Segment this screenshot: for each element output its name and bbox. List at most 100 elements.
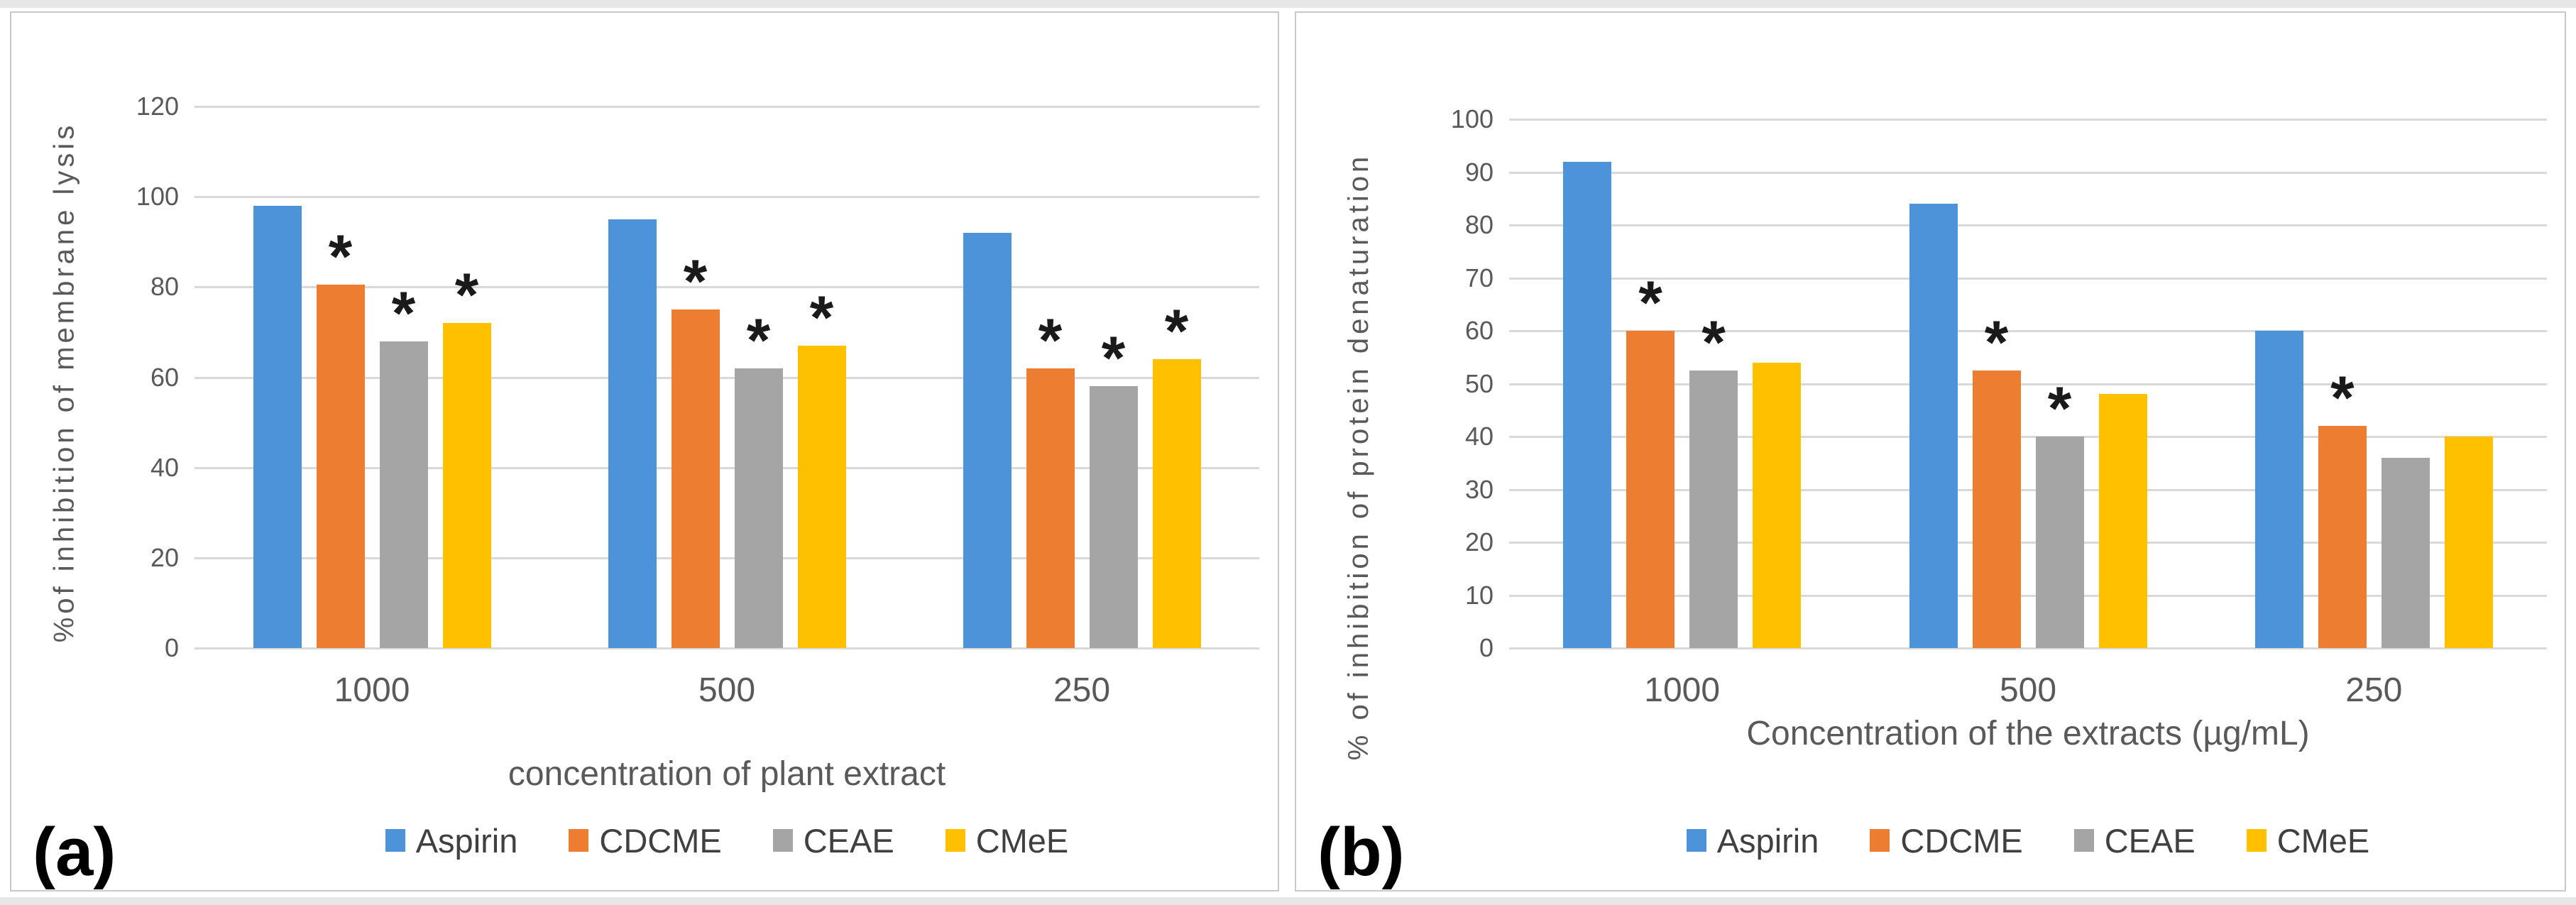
bar-ceae (2035, 437, 2084, 648)
significance-star: * (1164, 297, 1189, 366)
significance-star: * (809, 283, 834, 352)
bar-ceae (1089, 386, 1138, 648)
bar-cmee (442, 323, 491, 648)
legend-swatch-cmee (2246, 829, 2267, 852)
x-category-label: 1000 (334, 671, 410, 709)
bar-cdcme (2318, 426, 2367, 648)
legend-item: CDCME (1870, 821, 2023, 860)
page-bottom-edge (0, 897, 2576, 905)
bar-cdcme (671, 309, 720, 648)
legend-label: CEAE (803, 821, 894, 860)
y-tick-label: 100 (136, 182, 179, 212)
bar-ceae (734, 368, 783, 648)
gridline (194, 466, 1259, 469)
gridline (1509, 119, 2547, 121)
y-axis-title-container: %of inhibition of membrane lysis (33, 98, 97, 666)
significance-star: * (328, 223, 353, 292)
significance-star: * (391, 279, 416, 348)
y-axis-title: %of inhibition of membrane lysis (48, 121, 80, 642)
legend-swatch-cmee (945, 829, 965, 852)
legend-swatch-cdcme (569, 829, 589, 852)
significance-star: * (454, 261, 479, 330)
y-tick-label: 40 (1464, 422, 1493, 451)
gridline (1509, 277, 2547, 280)
gridline (1509, 647, 2547, 649)
legend-item: CDCME (569, 821, 722, 860)
legend-swatch-cdcme (1870, 829, 1890, 852)
bar-cmee (1753, 362, 1802, 648)
bar-aspirin (253, 205, 302, 648)
y-tick-label: 30 (1464, 474, 1493, 504)
x-axis-title: Concentration of the extracts (µg/mL) (1746, 715, 2310, 752)
significance-star: * (683, 248, 708, 317)
y-tick-label: 70 (1464, 263, 1493, 292)
significance-star: * (1984, 308, 2009, 377)
legend-swatch-ceae (772, 829, 793, 852)
bar-cdcme (1972, 370, 2021, 648)
legend: Aspirin CDCME CEAE CMeE (194, 812, 1259, 869)
chart-panel-b: % of inhibition of protein denaturation … (1295, 11, 2566, 892)
y-tick-label: 90 (1464, 157, 1493, 187)
x-category-label: 250 (2345, 671, 2403, 709)
y-tick-label: 50 (1464, 368, 1493, 398)
gridline (1509, 224, 2547, 226)
gridline (1509, 330, 2547, 332)
significance-star: * (1038, 306, 1063, 375)
y-tick-label: 60 (150, 362, 179, 392)
significance-star: * (2330, 364, 2355, 433)
gridline (194, 196, 1259, 199)
y-tick-label: 80 (1464, 210, 1493, 239)
y-tick-label: 40 (150, 452, 179, 482)
page-top-edge (0, 0, 2576, 8)
gridline (1509, 436, 2547, 438)
y-tick-label: 120 (136, 92, 179, 121)
legend: Aspirin CDCME CEAE CMeE (1509, 812, 2547, 869)
bar-cdcme (1026, 368, 1075, 648)
legend-label: CMeE (2276, 821, 2370, 860)
bar-cdcme (1626, 331, 1675, 648)
legend-item: Aspirin (1686, 821, 1819, 860)
panel-label: (a) (33, 814, 116, 890)
legend-label: Aspirin (1716, 821, 1819, 860)
legend-item: CEAE (2073, 821, 2196, 860)
gridline (1509, 488, 2547, 491)
y-tick-label: 100 (1450, 104, 1493, 133)
gridline (194, 286, 1259, 289)
gridline (1509, 594, 2547, 597)
x-category-label: 500 (1999, 671, 2057, 709)
legend-item: CEAE (772, 821, 894, 860)
gridline (1509, 542, 2547, 544)
bar-cmee (797, 345, 846, 648)
bar-aspirin (1909, 204, 1958, 648)
bar-aspirin (608, 219, 657, 648)
gridline (194, 556, 1259, 559)
legend-label: Aspirin (415, 821, 518, 860)
gridline (194, 376, 1259, 379)
legend-swatch-aspirin (385, 829, 405, 852)
x-category-label: 500 (698, 671, 756, 709)
gridline (1509, 383, 2547, 385)
x-axis-title: concentration of plant extract (508, 755, 946, 793)
bar-ceae (379, 341, 428, 648)
y-tick-label: 10 (1464, 580, 1493, 610)
gridline (194, 106, 1259, 108)
bar-aspirin (963, 233, 1012, 648)
significance-star: * (1101, 324, 1126, 393)
legend-label: CEAE (2104, 821, 2196, 860)
y-tick-label: 20 (1464, 527, 1493, 556)
legend-label: CDCME (1900, 821, 2023, 860)
y-tick-label: 0 (164, 633, 179, 662)
significance-star: * (746, 306, 771, 375)
x-category-label: 250 (1053, 671, 1111, 709)
y-tick-label: 20 (150, 542, 179, 572)
legend-label: CDCME (599, 821, 722, 860)
legend-item: CMeE (945, 821, 1068, 860)
legend-item: Aspirin (385, 821, 518, 860)
gridline (194, 647, 1259, 649)
bar-cdcme (316, 285, 365, 648)
significance-star: * (1701, 308, 1726, 377)
bar-ceae (1689, 370, 1738, 648)
bar-cmee (2098, 394, 2147, 648)
bar-aspirin (1563, 161, 1612, 648)
y-axis-title-container: % of inhibition of protein denaturation (1327, 77, 1391, 836)
